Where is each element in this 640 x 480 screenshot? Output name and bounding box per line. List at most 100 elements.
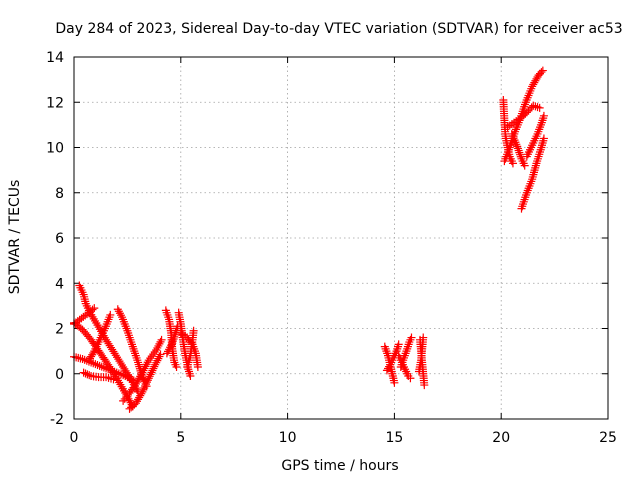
data-point [138, 387, 147, 396]
data-point [154, 354, 163, 363]
data-point [538, 66, 547, 75]
data-point [537, 68, 546, 77]
data-point [140, 383, 149, 392]
data-point [163, 347, 172, 356]
series-arc-25 [517, 134, 548, 213]
data-point [407, 333, 416, 342]
x-tick-labels: 0 5 10 15 20 25 [70, 430, 617, 446]
data-point [165, 345, 174, 354]
data-point [148, 366, 157, 375]
data-point [144, 374, 153, 383]
grid-lines [74, 57, 608, 419]
data-point [166, 343, 175, 352]
data-point [189, 326, 198, 335]
series-arc-18 [396, 333, 416, 371]
y-axis-label: SDTVAR / TECUs [7, 180, 23, 295]
series-arc-24 [507, 129, 529, 170]
data-point [539, 134, 548, 143]
data-point [147, 368, 156, 377]
data-point [153, 343, 162, 352]
data-point [150, 348, 159, 357]
data-point [162, 349, 171, 358]
y-tick-label: 10 [46, 141, 64, 157]
y-tick-label: 12 [46, 95, 64, 111]
x-tick-label: 15 [385, 430, 403, 446]
x-tick-label: 0 [70, 430, 79, 446]
data-point [406, 374, 415, 383]
data-point [134, 360, 143, 369]
data-point [139, 385, 148, 394]
series-arc-6 [84, 310, 115, 365]
data-point [85, 371, 94, 380]
data-point [79, 368, 88, 377]
data-point [186, 372, 195, 381]
data-point [193, 362, 202, 371]
data-point [154, 341, 163, 350]
data-point [149, 364, 158, 373]
data-point [535, 103, 544, 112]
series-arc-5 [79, 368, 118, 384]
series-arc-26 [522, 111, 548, 161]
x-axis-label: GPS time / hours [281, 458, 398, 474]
data-point [152, 345, 161, 354]
data-point [147, 352, 156, 361]
data-point [149, 350, 158, 359]
data-point [394, 340, 403, 349]
series-arc-4 [70, 352, 138, 385]
data-point [142, 378, 151, 387]
x-tick-label: 10 [279, 430, 297, 446]
data-point [150, 362, 159, 371]
data-point [89, 348, 98, 357]
series-arc-9 [125, 350, 165, 413]
y-tick-label: 8 [55, 186, 64, 202]
data-point [143, 376, 152, 385]
data-point [144, 356, 153, 365]
data-point [141, 382, 150, 391]
data-point [109, 375, 118, 384]
data-point [167, 341, 176, 350]
data-point [146, 370, 155, 379]
data-point [155, 339, 164, 348]
series-arc-20 [414, 333, 428, 376]
data-point [83, 370, 92, 379]
chart-title: Day 284 of 2023, Sidereal Day-to-day VTE… [55, 21, 622, 37]
data-point [81, 369, 90, 378]
data-points [70, 66, 548, 413]
data-point [152, 358, 161, 367]
data-point [157, 335, 166, 344]
y-tick-label: -2 [50, 412, 64, 428]
y-tick-label: 0 [55, 367, 64, 383]
data-point [533, 103, 542, 112]
x-tick-label: 5 [176, 430, 185, 446]
data-point [419, 333, 428, 342]
data-point [172, 362, 181, 371]
y-tick-label: 4 [55, 276, 64, 292]
plot-frame [73, 56, 609, 420]
data-point [420, 381, 429, 390]
data-point [151, 360, 160, 369]
x-tick-label: 20 [492, 430, 510, 446]
data-point [156, 350, 165, 359]
data-point [155, 352, 164, 361]
series-arc-14 [183, 326, 198, 371]
series-arc-8 [119, 335, 166, 405]
data-point [515, 148, 524, 157]
data-point [145, 372, 154, 381]
data-point [142, 380, 151, 389]
data-point [390, 378, 399, 387]
data-point [520, 161, 529, 170]
data-point [539, 111, 548, 120]
series-arc-23 [503, 101, 544, 132]
data-point [153, 356, 162, 365]
y-tick-labels: -2 0 2 4 6 8 10 12 14 [46, 50, 64, 428]
data-point [116, 311, 125, 320]
data-point [385, 362, 394, 371]
data-point [137, 389, 146, 398]
y-tick-label: 6 [55, 231, 64, 247]
data-point [146, 354, 155, 363]
series-arc-16 [382, 340, 403, 375]
x-tick-label: 25 [599, 430, 617, 446]
y-tick-label: 2 [55, 322, 64, 338]
data-point [156, 337, 165, 346]
